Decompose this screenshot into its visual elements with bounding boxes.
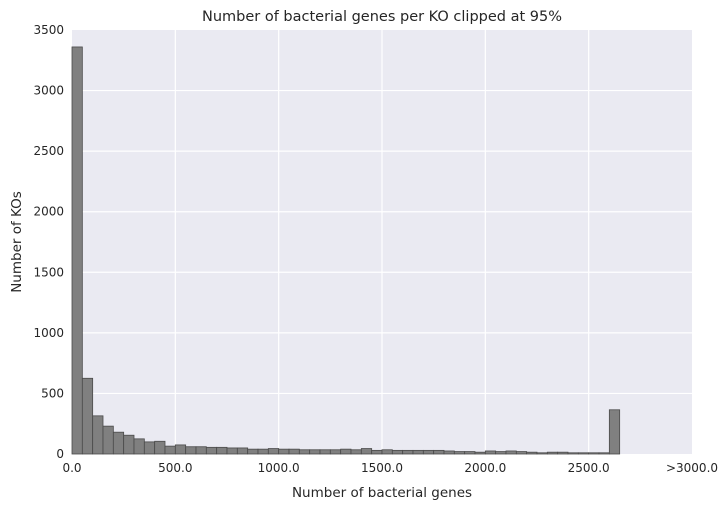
x-axis-ticks: 0.0 500.0 1000.0 1500.0 2000.0 2500.0 >3000.0	[62, 461, 718, 475]
histogram-bar	[247, 448, 259, 455]
histogram-bar	[412, 449, 424, 455]
histogram-bar	[92, 415, 104, 455]
histogram-bar	[123, 434, 135, 455]
x-axis-label: Number of bacterial genes	[292, 485, 472, 501]
histogram-bar	[557, 451, 569, 455]
histogram-bar	[102, 425, 114, 455]
x-tick-label: 0.0	[62, 461, 81, 475]
y-axis-ticks: 0 500 1000 1500 2000 2500 3000 3500	[33, 23, 64, 461]
x-tick-label: 1000.0	[258, 461, 300, 475]
y-tick-label: 2000	[33, 205, 64, 219]
histogram-bar	[495, 451, 507, 455]
histogram-bar	[164, 445, 176, 455]
histogram-bar	[443, 450, 455, 455]
histogram-bar	[422, 449, 435, 455]
histogram-bar	[453, 451, 466, 455]
histogram-bar	[257, 448, 269, 455]
histogram-bar	[216, 446, 228, 455]
histogram-bar	[577, 452, 590, 455]
x-tick-label: 1500.0	[361, 461, 403, 475]
histogram-bar	[567, 452, 579, 455]
histogram-bar	[484, 450, 497, 455]
y-tick-label: 500	[41, 386, 64, 400]
chart-title: Number of bacterial genes per KO clipped…	[202, 9, 562, 25]
histogram-bar	[474, 451, 486, 455]
histogram-bar	[154, 440, 166, 455]
histogram-bar	[350, 449, 362, 455]
histogram-bar	[133, 438, 145, 455]
histogram-bar	[143, 441, 156, 455]
histogram-bar	[588, 452, 600, 455]
grid-lines	[72, 30, 692, 454]
histogram-bar	[391, 449, 404, 455]
x-tick-label: 2000.0	[464, 461, 506, 475]
histogram-bar	[319, 449, 331, 455]
histogram-bar	[195, 446, 207, 455]
histogram-bar	[536, 452, 548, 455]
histogram-bar	[81, 377, 94, 455]
y-tick-label: 1500	[33, 265, 64, 279]
histogram-bar	[371, 449, 383, 455]
histogram-bar	[71, 46, 83, 455]
histogram-bar	[515, 451, 528, 455]
histogram-bar	[226, 447, 238, 455]
histogram-bar	[185, 446, 197, 455]
y-tick-label: 1000	[33, 326, 64, 340]
x-tick-label: >3000.0	[666, 461, 718, 475]
histogram-bar	[329, 449, 342, 455]
histogram-bar	[402, 449, 414, 455]
y-tick-label: 2500	[33, 144, 64, 158]
histogram-bar	[608, 409, 621, 455]
histogram-bar	[267, 448, 280, 455]
histogram-bar	[546, 451, 559, 455]
histogram-bar	[112, 431, 125, 455]
bars	[71, 46, 621, 455]
histogram-bar	[598, 452, 610, 455]
y-tick-label: 0	[56, 447, 64, 461]
histogram-bar	[205, 446, 218, 455]
histogram-bar	[340, 448, 352, 455]
histogram-bar	[174, 444, 187, 455]
histogram-bar	[526, 451, 538, 455]
histogram-bar	[298, 449, 311, 455]
y-tick-label: 3500	[33, 23, 64, 37]
histogram-bar	[309, 449, 321, 455]
histogram-bar	[288, 448, 300, 455]
histogram-bar	[360, 448, 373, 455]
x-tick-label: 500.0	[158, 461, 192, 475]
x-tick-label: 2500.0	[568, 461, 610, 475]
y-axis-label: Number of KOs	[9, 191, 25, 293]
y-tick-label: 3000	[33, 84, 64, 98]
histogram-bar	[381, 449, 393, 455]
histogram-bar	[505, 450, 517, 455]
histogram-bar	[236, 447, 249, 455]
histogram-bar	[433, 449, 445, 455]
histogram-bar	[278, 448, 290, 455]
histogram-bar	[464, 451, 476, 455]
